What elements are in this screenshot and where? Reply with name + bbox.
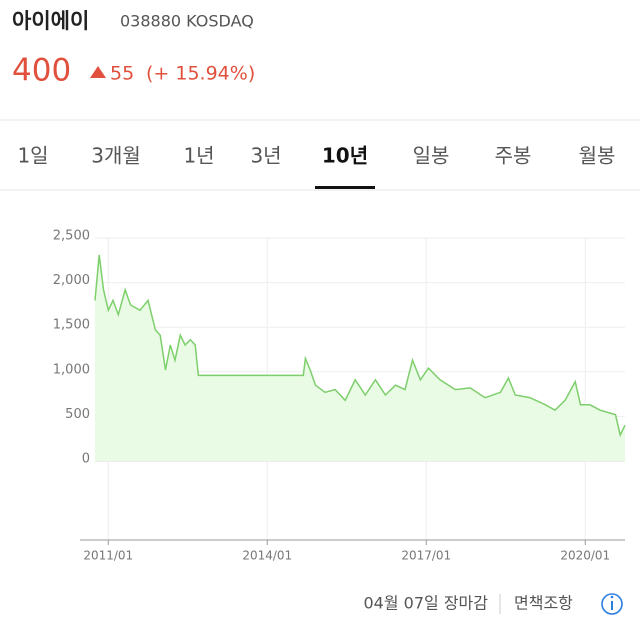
y-tick-label: 2,500 [53,229,90,244]
stock-name: 아이에이 [12,9,89,33]
tab[interactable]: 주봉 [495,144,532,168]
change: 55 [110,63,134,85]
y-tick-label: 500 [65,407,90,422]
up-arrow [90,66,106,78]
price-area [95,254,625,461]
market-status: 04월 07일 장마감 [364,594,489,613]
y-tick-label: 0 [82,452,90,467]
price-line [94,254,626,438]
tab[interactable]: 10년 [322,144,368,168]
x-tick-label: 2020/01 [560,549,610,563]
x-tick-label: 2011/01 [83,549,133,563]
info-icon[interactable] [601,593,623,615]
tab[interactable]: 3개월 [91,144,141,168]
x-tick-label: 2017/01 [401,549,451,563]
change-pct: (+ 15.94%) [146,63,255,85]
y-tick-label: 1,000 [53,362,90,377]
y-tick-label: 1,500 [53,318,90,333]
price: 400 [12,53,71,89]
disclaimer[interactable]: 면책조항 [514,594,573,613]
tab[interactable]: 일봉 [413,144,450,168]
tab[interactable]: 3년 [250,144,281,168]
tab[interactable]: 1일 [17,144,48,168]
info-icon [610,595,614,599]
tab-underline [315,186,375,189]
stock-code: 038880 KOSDAQ [120,12,254,31]
tab[interactable]: 1년 [183,144,214,168]
x-tick-label: 2014/01 [242,549,292,563]
tab[interactable]: 월봉 [579,144,616,168]
y-tick-label: 2,000 [53,273,90,288]
